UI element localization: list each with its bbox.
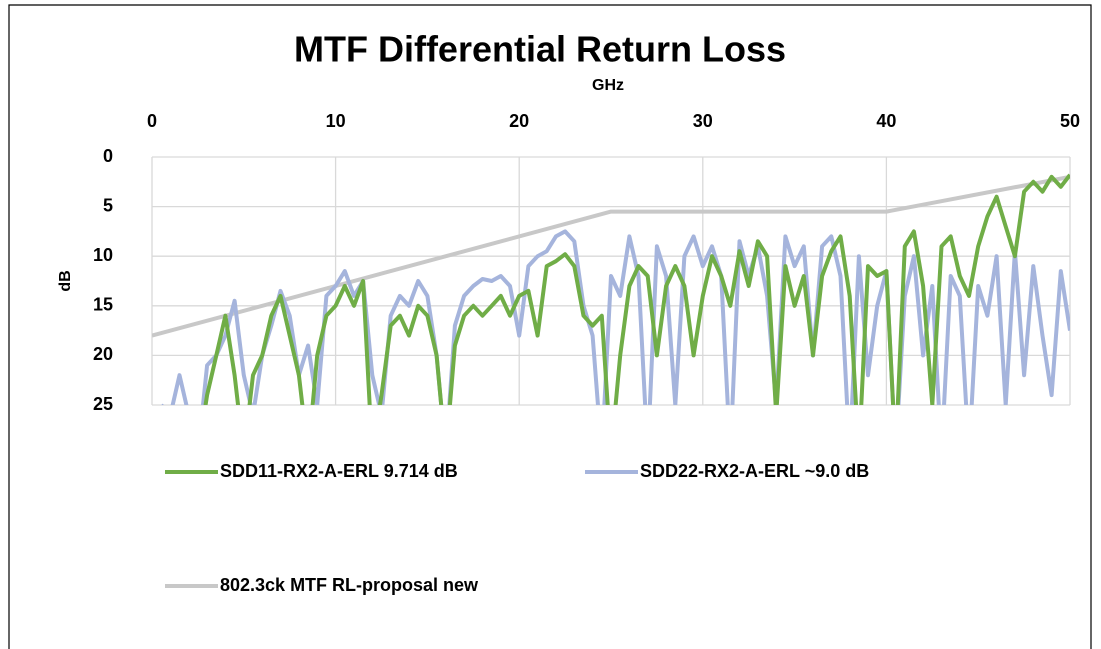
x-tick-label: 20 xyxy=(509,111,529,131)
x-tick-label: 50 xyxy=(1060,111,1080,131)
x-tick-label: 0 xyxy=(147,111,157,131)
legend-label: 802.3ck MTF RL-proposal new xyxy=(220,575,479,595)
plot-lines xyxy=(152,173,1070,405)
y-tick-label: 15 xyxy=(93,295,113,315)
x-axis-title: GHz xyxy=(592,77,624,94)
y-axis-title: dB xyxy=(57,270,74,291)
y-tick-label: 10 xyxy=(93,245,113,265)
chart-title: MTF Differential Return Loss xyxy=(294,29,786,70)
y-tick-label: 0 xyxy=(103,146,113,166)
legend-label: SDD11-RX2-A-ERL 9.714 dB xyxy=(220,461,458,481)
series-line xyxy=(203,173,1070,405)
x-tick-label: 40 xyxy=(876,111,896,131)
series-line xyxy=(161,229,1070,405)
y-tick-label: 5 xyxy=(103,195,113,215)
series-line xyxy=(152,174,1070,338)
y-tick-label: 25 xyxy=(93,394,113,414)
x-tick-label: 10 xyxy=(326,111,346,131)
y-tick-label: 20 xyxy=(93,344,113,364)
chart-frame xyxy=(8,4,1092,649)
legend-label: SDD22-RX2-A-ERL ~9.0 dB xyxy=(640,461,869,481)
x-tick-label: 30 xyxy=(693,111,713,131)
